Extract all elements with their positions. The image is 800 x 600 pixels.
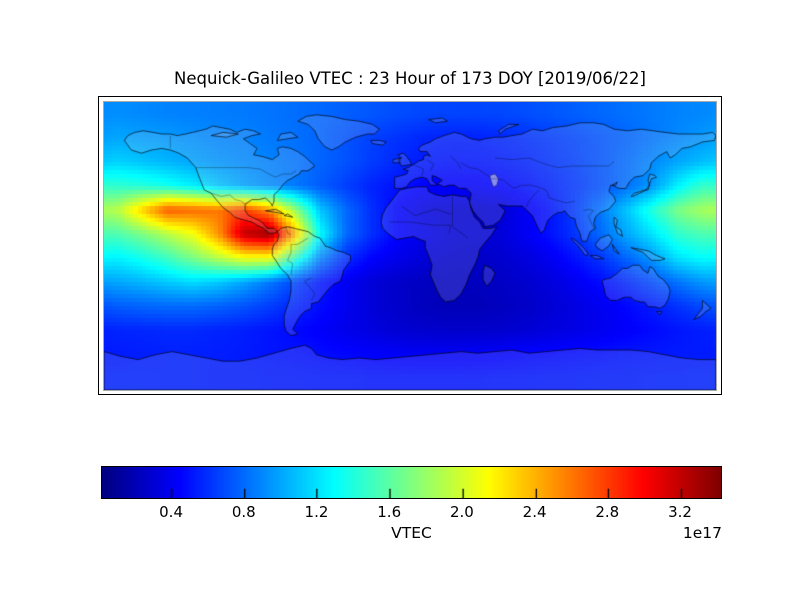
- map-canvas: [103, 101, 717, 391]
- colorbar-tick-labels: 0.4 0.8 1.2 1.6 2.0 2.4 2.8 3.2: [102, 503, 720, 521]
- colorbar-frame: [101, 466, 722, 499]
- colorbar-tick-label: 2.8: [595, 503, 620, 521]
- colorbar-offset-text: 1e17: [682, 524, 722, 542]
- colorbar-tick-label: 2.0: [449, 503, 474, 521]
- colorbar-tick-label: 0.8: [231, 503, 256, 521]
- colorbar-tick-label: 3.2: [668, 503, 692, 521]
- plot-title: Nequick-Galileo VTEC : 23 Hour of 173 DO…: [174, 69, 646, 88]
- colorbar-tick-label: 0.4: [159, 503, 183, 521]
- colorbar-axis-label: VTEC: [391, 524, 432, 542]
- colorbar-tick-label: 2.4: [522, 503, 547, 521]
- colorbar-canvas: [102, 467, 721, 498]
- colorbar-tick-label: 1.2: [304, 503, 329, 521]
- colorbar-tick-label: 1.6: [377, 503, 402, 521]
